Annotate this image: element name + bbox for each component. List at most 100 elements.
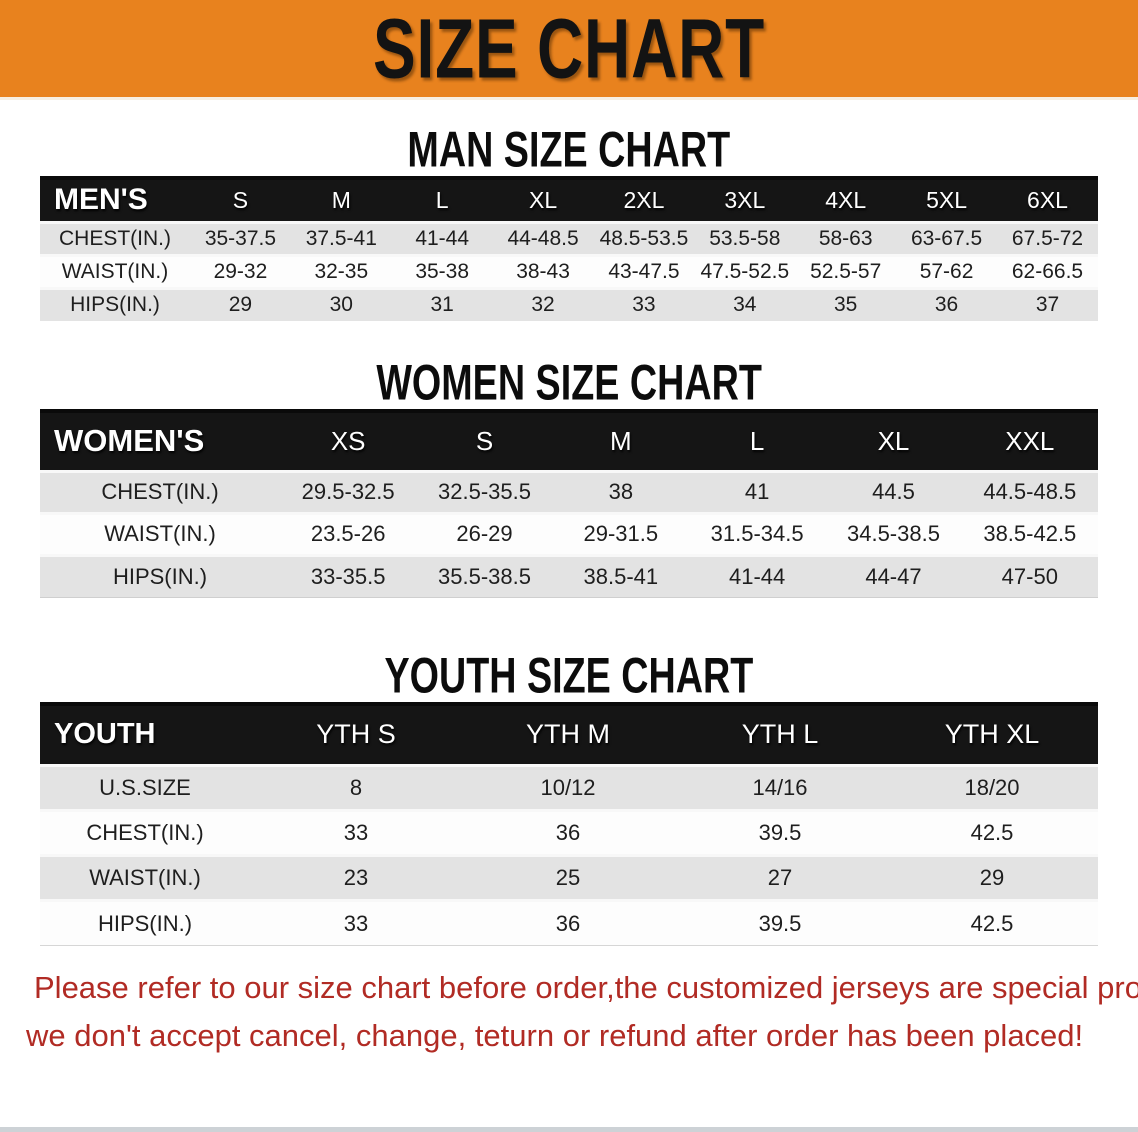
cell-value: 47.5-52.5 [694,253,796,288]
cell-value: 38.5-41 [552,553,689,597]
disclaimer-note: Please refer to our size chart before or… [0,964,1138,1060]
man-heading-text: MAN SIZE CHART [407,120,731,178]
cell-value: 42.5 [886,899,1098,946]
cell-value: 35-38 [391,253,493,288]
youth-size-col-0: YTH S [316,719,396,750]
women-size-table: WOMEN'S XS S M L XL XXL CHEST(IN.) 29.5-32.5 32.5… [40,409,1098,598]
cell-value: 33 [593,286,695,321]
men-size-table: MEN'S S M L XL 2XL 3XL 4XL 5XL 6XL CHEST(IN.) 35-37… [40,176,1098,321]
cell-value: 63-67.5 [896,220,997,255]
men-size-col-3: XL [528,186,558,213]
cell-value: 34 [694,286,796,321]
youth-row-label-3: HIPS(IN.) [40,899,250,946]
youth-size-col-3: YTH XL [944,719,1040,750]
women-heading-text: WOMEN SIZE CHART [376,353,762,411]
cell-value: 47-50 [961,553,1098,597]
cell-value: 39.5 [674,899,886,946]
cell-value: 38-43 [492,253,594,288]
women-row-label-1: WAIST(IN.) [40,511,280,555]
table-row: U.S.SIZE 8 10/12 14/16 18/20 [40,764,1098,811]
women-size-col-5: XXL [1005,425,1055,456]
cell-value: 35.5-38.5 [416,553,553,597]
cell-value: 58-63 [795,220,897,255]
cell-value: 33-35.5 [280,553,417,597]
cell-value: 35-37.5 [190,220,291,255]
cell-value: 34.5-38.5 [825,511,962,555]
cell-value: 44-48.5 [492,220,594,255]
youth-row-label-2: WAIST(IN.) [40,854,250,901]
cell-value: 29 [886,854,1098,901]
table-row: CHEST(IN.) 35-37.5 37.5-41 41-44 44-48.5 48.5… [40,220,1098,255]
cell-value: 36 [896,286,997,321]
cell-value: 8 [250,764,462,811]
cell-value: 33 [250,809,462,856]
cell-value: 52.5-57 [795,253,897,288]
cell-value: 44.5-48.5 [961,469,1098,513]
cell-value: 18/20 [886,764,1098,811]
cell-value: 57-62 [896,253,997,288]
cell-value: 42.5 [886,809,1098,856]
men-size-col-4: 2XL [623,186,665,213]
women-row-label-0: CHEST(IN.) [40,469,280,513]
men-size-col-2: L [435,186,449,213]
women-size-col-2: M [609,425,632,456]
cell-value: 41 [688,469,826,513]
cell-value: 26-29 [416,511,553,555]
cell-value: 27 [674,854,886,901]
cell-value: 41-44 [688,553,826,597]
cell-value: 37.5-41 [290,220,392,255]
cell-value: 41-44 [391,220,493,255]
table-row: HIPS(IN.) 33-35.5 35.5-38.5 38.5-41 41-44 44-… [40,553,1098,597]
youth-row-label-1: CHEST(IN.) [40,809,250,856]
youth-section-heading: YOUTH SIZE CHART [0,646,1138,703]
youth-row-label-0: U.S.SIZE [40,764,250,811]
disclaimer-line-2: we don't accept cancel, change, teturn o… [26,1018,1084,1053]
women-section-heading: WOMEN SIZE CHART [0,353,1138,411]
cell-value: 31.5-34.5 [688,511,826,555]
youth-header-row: YOUTH YTH S YTH M YTH L YTH XL [40,703,1098,766]
men-table-title: MEN'S [54,183,148,217]
cell-value: 29-32 [190,253,291,288]
cell-value: 48.5-53.5 [593,220,695,255]
men-row-label-2: HIPS(IN.) [40,286,190,321]
cell-value: 36 [462,809,674,856]
cell-value: 67.5-72 [997,220,1098,255]
cell-value: 33 [250,899,462,946]
cell-value: 29-31.5 [552,511,689,555]
women-header-row: WOMEN'S XS S M L XL XXL [40,411,1098,471]
cell-value: 35 [795,286,897,321]
cell-value: 25 [462,854,674,901]
men-size-col-6: 4XL [825,186,867,213]
cell-value: 29 [190,286,291,321]
cell-value: 38 [552,469,689,513]
men-header-row: MEN'S S M L XL 2XL 3XL 4XL 5XL 6XL [40,178,1098,222]
table-row: WAIST(IN.) 23.5-26 26-29 29-31.5 31.5-34.5 34… [40,511,1098,555]
women-row-label-2: HIPS(IN.) [40,553,280,597]
cell-value: 53.5-58 [694,220,796,255]
size-chart-banner: SIZE CHART [0,0,1138,100]
cell-value: 30 [290,286,392,321]
table-row: CHEST(IN.) 29.5-32.5 32.5-35.5 38 41 44.5 44.5… [40,469,1098,513]
men-size-col-1: M [331,186,351,213]
women-size-col-0: XS [330,425,366,456]
table-row: HIPS(IN.) 29 30 31 32 33 34 35 36 37 [40,286,1098,321]
men-size-col-0: S [232,186,249,213]
banner-title: SIZE CHART [373,1,765,95]
men-size-col-7: 5XL [926,186,968,213]
cell-value: 32 [492,286,594,321]
cell-value: 29.5-32.5 [280,469,417,513]
cell-value: 39.5 [674,809,886,856]
youth-heading-text: YOUTH SIZE CHART [384,646,754,703]
youth-size-col-1: YTH M [526,719,610,750]
women-table-title: WOMEN'S [54,423,205,459]
women-size-col-4: XL [877,425,910,456]
table-row: WAIST(IN.) 23 25 27 29 [40,854,1098,901]
women-size-col-3: L [749,425,765,456]
women-size-col-1: S [475,425,494,456]
cell-value: 36 [462,899,674,946]
man-section-heading: MAN SIZE CHART [0,120,1138,178]
cell-value: 23.5-26 [280,511,417,555]
bottom-edge-strip [0,1127,1138,1132]
table-row: WAIST(IN.) 29-32 32-35 35-38 38-43 43-47.5 47.… [40,253,1098,288]
cell-value: 10/12 [462,764,674,811]
